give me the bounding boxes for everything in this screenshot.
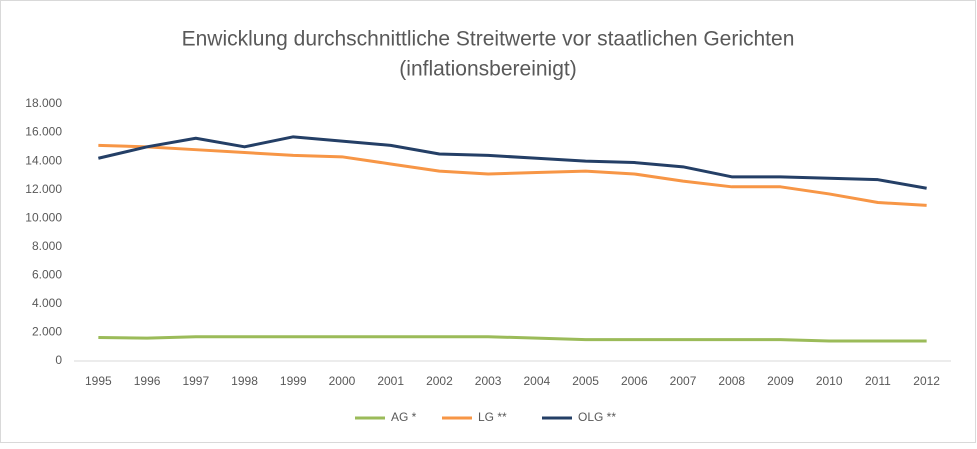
x-tick-label: 2009 — [767, 374, 794, 388]
y-tick-label: 16.000 — [25, 125, 62, 139]
y-tick-label: 2.000 — [32, 325, 62, 339]
legend-label: LG ** — [478, 410, 507, 424]
y-tick-label: 6.000 — [32, 268, 62, 282]
line-series — [98, 135, 927, 190]
y-tick-label: 12.000 — [25, 182, 62, 196]
x-tick-label: 2008 — [718, 374, 745, 388]
legend-label: OLG ** — [578, 410, 616, 424]
x-tick-label: 2001 — [377, 374, 404, 388]
line-series — [98, 143, 927, 207]
x-tick-label: 2003 — [475, 374, 502, 388]
x-tick-label: 2007 — [670, 374, 697, 388]
legend-label: AG * — [391, 410, 417, 424]
x-tick-label: 2006 — [621, 374, 648, 388]
x-tick-label: 1998 — [231, 374, 258, 388]
x-tick-label: 1995 — [85, 374, 112, 388]
x-tick-label: 2004 — [524, 374, 551, 388]
y-tick-label: 10.000 — [25, 210, 62, 224]
y-tick-label: 4.000 — [32, 296, 62, 310]
y-tick-label: 8.000 — [32, 239, 62, 253]
chart-title: Enwicklung durchschnittliche Streitwerte… — [182, 28, 795, 51]
y-tick-label: 0 — [55, 353, 62, 367]
x-tick-label: 1996 — [134, 374, 161, 388]
line-series — [98, 335, 927, 343]
y-tick-label: 14.000 — [25, 153, 62, 167]
chart-title: (inflationsbereinigt) — [399, 58, 576, 81]
x-tick-label: 2011 — [865, 374, 891, 388]
y-tick-label: 18.000 — [25, 96, 62, 110]
x-tick-label: 2000 — [329, 374, 356, 388]
x-tick-label: 2010 — [816, 374, 843, 388]
x-tick-label: 2002 — [426, 374, 453, 388]
x-tick-label: 1997 — [182, 374, 209, 388]
x-tick-label: 2005 — [572, 374, 599, 388]
x-tick-label: 1999 — [280, 374, 307, 388]
x-tick-label: 2012 — [913, 374, 940, 388]
